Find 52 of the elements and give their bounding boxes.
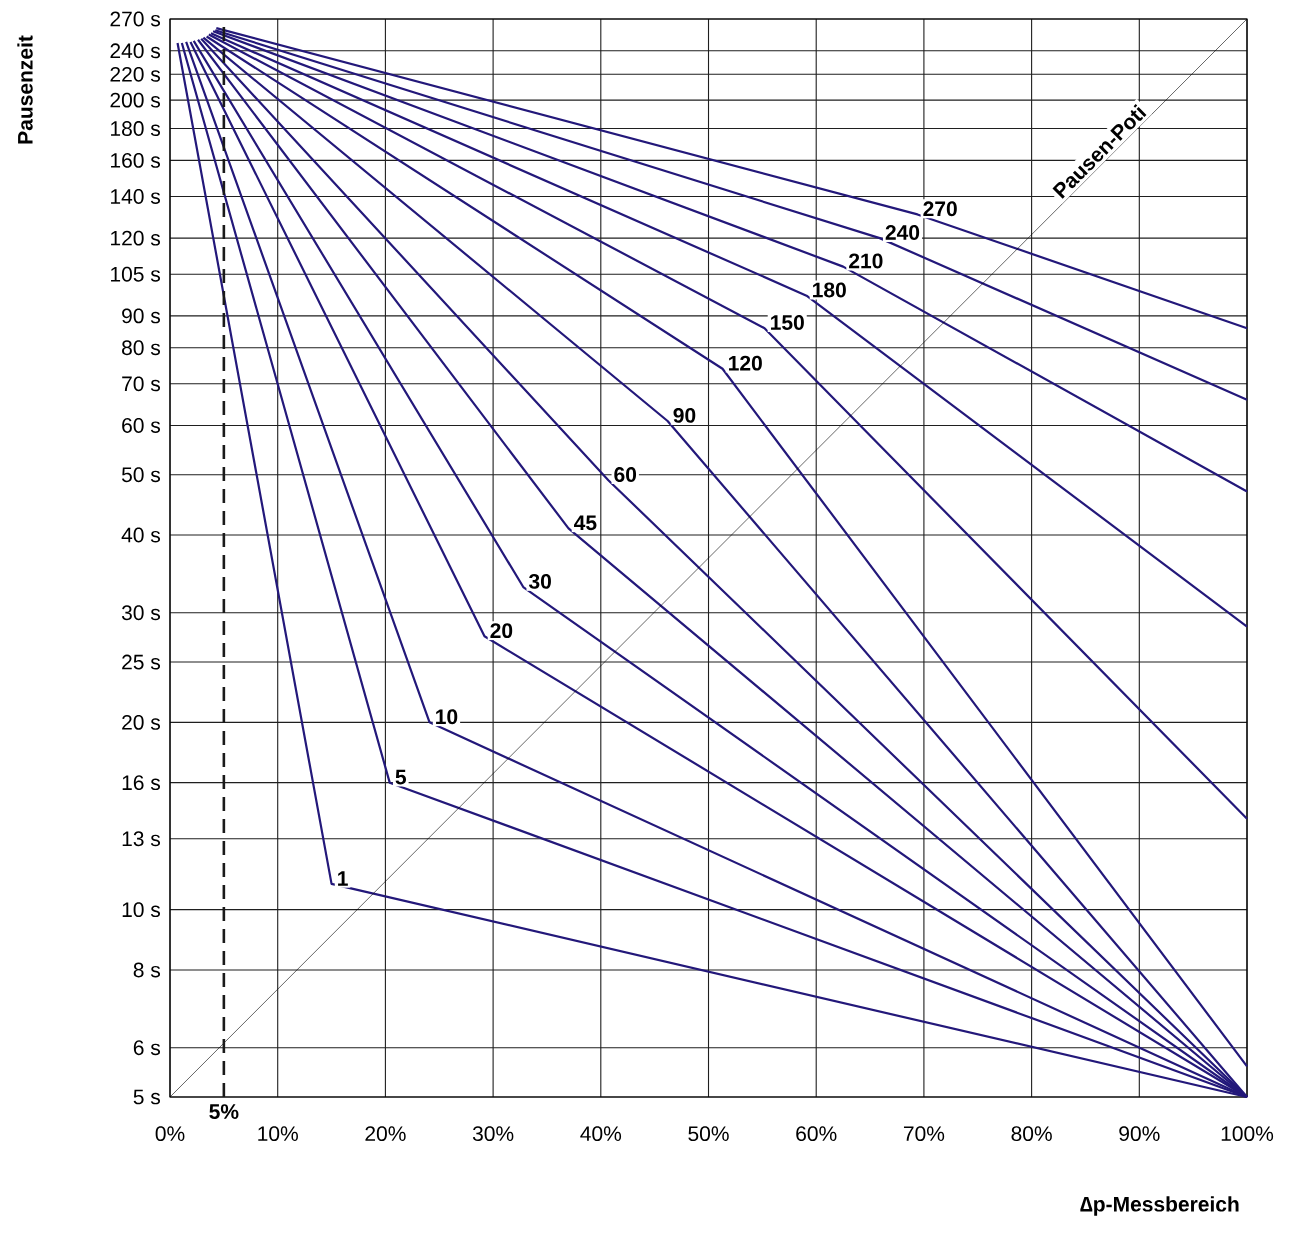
x-tick-label: 0% [155, 1126, 185, 1142]
y-tick-label: 13 s [122, 831, 161, 847]
y-tick-label: 200 s [110, 92, 161, 108]
x-tick-label: 20% [365, 1126, 406, 1142]
y-tick-label: 70 s [122, 376, 161, 392]
y-tick-label: 270 s [110, 11, 161, 27]
y-tick-label: 20 s [122, 714, 161, 730]
y-tick-label: 16 s [122, 775, 161, 791]
y-tick-label: 8 s [133, 962, 161, 978]
x-tick-label: 60% [796, 1126, 837, 1142]
x-tick-label: 50% [688, 1126, 729, 1142]
series-label: 1 [338, 871, 348, 886]
series-label: 180 [813, 282, 846, 298]
x-axis-title: ∆p-Messbereich [1080, 1196, 1239, 1216]
y-tick-label: 140 s [111, 189, 161, 204]
x-tick-label: 10% [258, 1126, 298, 1142]
x-tick-label: 80% [1011, 1126, 1052, 1142]
y-tick-label: 50 s [121, 467, 161, 483]
series-label: 240 [885, 225, 920, 240]
y-axis-title: Pausenzeit [17, 35, 33, 144]
y-tick-label: 6 s [133, 1040, 161, 1056]
series-label: 10 [436, 709, 458, 725]
series-label: 150 [771, 315, 804, 330]
series-label: 30 [528, 573, 551, 589]
x-tick-label: 30% [472, 1126, 514, 1142]
y-tick-label: 10 s [122, 902, 161, 918]
x-tick-label: 40% [580, 1126, 622, 1142]
y-tick-label: 220 s [110, 66, 161, 82]
y-tick-label: 5 s [133, 1089, 161, 1105]
series-label: 210 [849, 253, 883, 269]
y-tick-label: 25 s [122, 654, 161, 670]
y-tick-label: 90 s [122, 308, 161, 324]
x-tick-label: 70% [903, 1126, 945, 1142]
y-tick-label: 240 s [110, 43, 161, 59]
y-tick-label: 30 s [121, 605, 161, 621]
series-label: 20 [490, 623, 513, 639]
series-label: 90 [673, 407, 696, 423]
y-tick-label: 80 s [122, 340, 161, 356]
y-tick-label: 160 s [111, 152, 161, 168]
series-label: 270 [923, 201, 957, 217]
ref-line-label: 5% [209, 1104, 239, 1120]
series-label: 120 [729, 355, 762, 371]
series-label: 60 [614, 467, 637, 482]
series-label: 45 [574, 515, 597, 531]
x-tick-label: 90% [1119, 1126, 1160, 1142]
y-tick-label: 40 s [121, 527, 161, 543]
series-label: 5 [395, 769, 406, 785]
y-tick-label: 60 s [122, 418, 161, 433]
y-tick-label: 120 s [111, 230, 161, 246]
y-tick-label: 105 s [111, 266, 161, 282]
y-tick-label: 180 s [111, 121, 161, 136]
x-tick-label: 100% [1221, 1126, 1274, 1142]
